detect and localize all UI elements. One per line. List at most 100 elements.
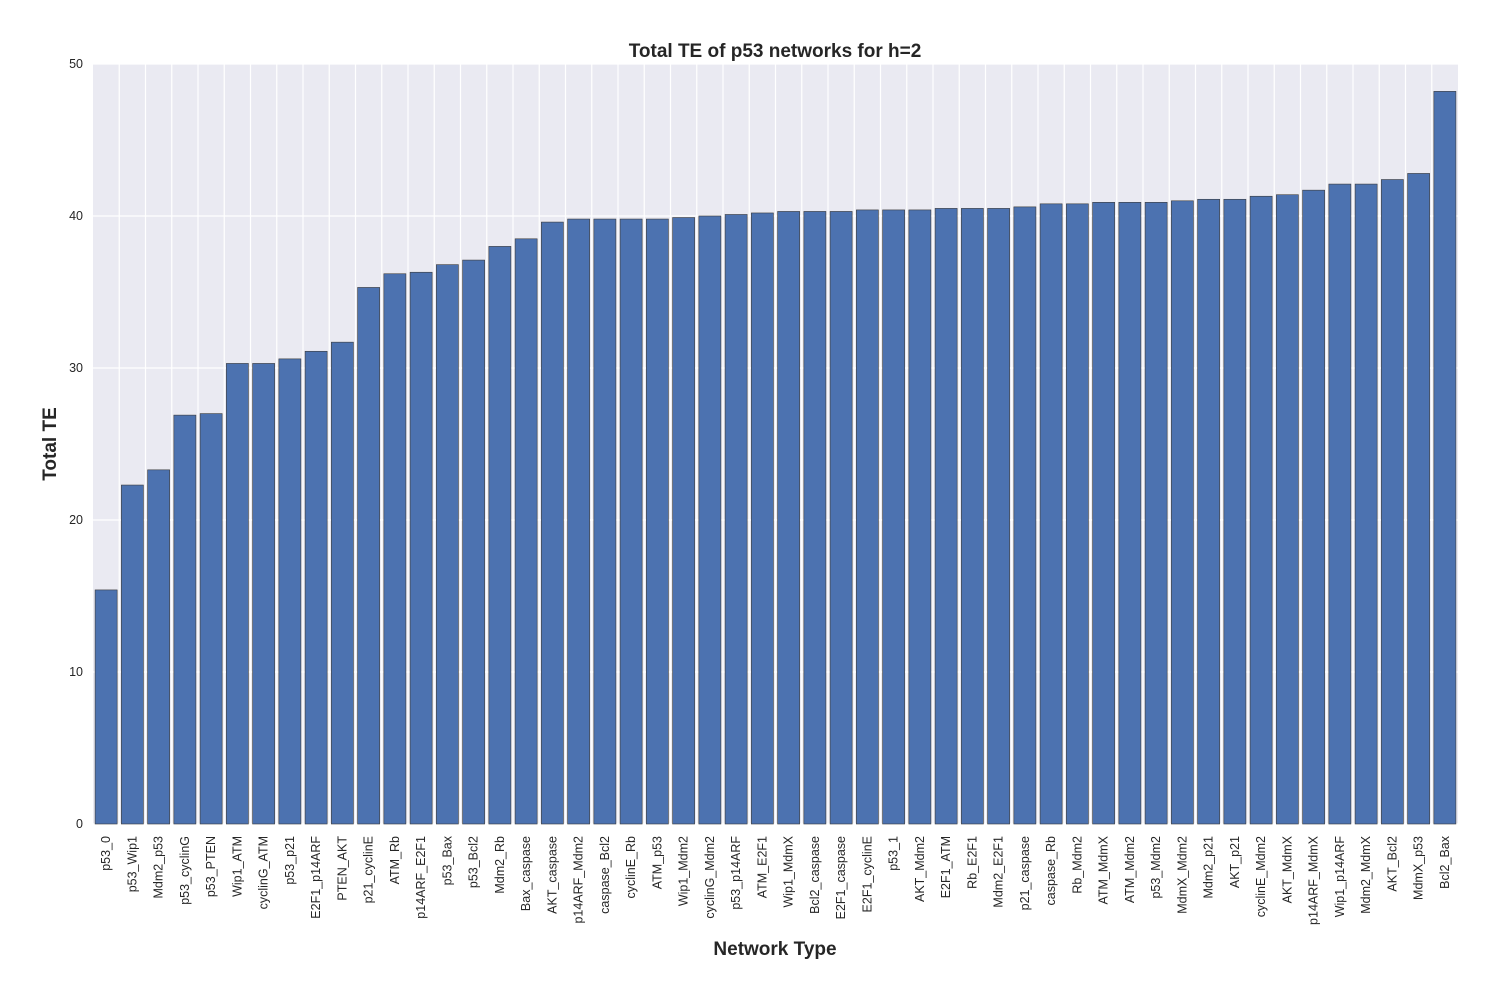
x-tick-label: p53_p14ARF [729, 836, 743, 910]
bar-cyclinG_Mdm2 [698, 215, 722, 825]
x-tick-label: ATM_E2F1 [755, 836, 769, 898]
x-tick-label: caspase_Rb [1044, 836, 1058, 906]
x-tick-label: ATM_p53 [650, 836, 664, 889]
x-tick-label: Wip1_ATM [230, 836, 244, 897]
x-tick-label: AKT_Mdm2 [913, 836, 927, 902]
bar-Mdm2_p21 [1197, 198, 1220, 825]
y-tick-label: 30 [69, 361, 83, 375]
y-tick-label: 0 [76, 817, 83, 831]
x-tick-label: E2F1_ATM [939, 836, 953, 898]
bar-Wip1_p14ARF [1328, 183, 1352, 825]
x-tick-label: MdmX_p53 [1412, 836, 1426, 900]
bar-p53_Bcl2 [462, 259, 485, 825]
bar-MdmX_p53 [1407, 173, 1430, 825]
x-tick-label: E2F1_cyclinE [860, 836, 874, 912]
x-tick-label: Mdm2_p53 [152, 836, 166, 899]
bar-MdmX_Mdm2 [1171, 200, 1194, 825]
x-tick-label: ATM_MdmX [1097, 835, 1111, 904]
x-tick-label: Mdm2_p21 [1202, 836, 1216, 899]
x-tick-label: Bax_caspase [519, 836, 533, 911]
x-tick-label: p14ARF_Mdm2 [572, 836, 586, 924]
bars [94, 91, 1457, 825]
x-tick-label: AKT_Bcl2 [1385, 836, 1399, 892]
bar-p53_Bax [436, 264, 459, 825]
x-tick-label: cyclinG_ATM [257, 836, 271, 909]
bar-cyclinG_ATM [252, 363, 275, 825]
bar-ATM_Rb [383, 273, 407, 825]
bar-Wip1_ATM [226, 363, 249, 825]
y-axis-label: Total TE [40, 407, 61, 481]
x-tick-label: Mdm2_E2F1 [992, 836, 1006, 908]
x-tick-label: Wip1_MdmX [782, 835, 796, 907]
x-tick-label: Bcl2_Bax [1438, 835, 1452, 889]
y-axis: 0 10 20 30 40 50 [69, 57, 83, 831]
x-tick-label: AKT_p21 [1228, 836, 1242, 888]
x-tick-label: p53_PTEN [204, 836, 218, 897]
x-tick-label: Wip1_Mdm2 [677, 836, 691, 906]
x-tick-label: p53_Mdm2 [1149, 836, 1163, 899]
bar-Bcl2_Bax [1433, 91, 1457, 825]
bar-p14ARF_Mdm2 [567, 218, 590, 825]
bar-p53_Mdm2 [1144, 202, 1168, 825]
x-tick-label: PTEN_AKT [335, 836, 349, 901]
x-tick-label: AKT_caspase [545, 836, 559, 914]
bar-p53_cyclinG [173, 414, 197, 825]
x-tick-label: p53_Bcl2 [467, 836, 481, 888]
y-tick-label: 40 [69, 209, 83, 223]
x-tick-label: p21_cyclinE [362, 836, 376, 903]
bar-Mdm2_Rb [488, 246, 512, 825]
bar-Mdm2_p53 [147, 469, 170, 825]
bar-ATM_Mdm2 [1118, 202, 1142, 825]
bar-E2F1_caspase [829, 211, 853, 825]
bar-Bcl2_caspase [803, 211, 827, 825]
bar-AKT_Bcl2 [1381, 179, 1404, 825]
x-tick-label: ATM_Mdm2 [1123, 836, 1137, 903]
bar-p53_1 [882, 209, 905, 825]
x-tick-label: Mdm2_MdmX [1359, 835, 1373, 913]
bar-E2F1_ATM [934, 208, 958, 825]
bar-p53_Wip1 [121, 484, 144, 825]
bar-p53_p21 [278, 358, 302, 825]
x-tick-label: p53_Bax [440, 835, 454, 885]
bar-p53_p14ARF [724, 214, 748, 825]
bar-p21_cyclinE [357, 287, 380, 825]
bar-AKT_Mdm2 [908, 209, 932, 825]
bar-PTEN_AKT [331, 341, 354, 825]
bar-cyclinE_Mdm2 [1249, 195, 1273, 825]
y-tick-label: 10 [69, 665, 83, 679]
x-tick-label: Wip1_p14ARF [1333, 836, 1347, 918]
x-tick-label: p53_Wip1 [125, 836, 139, 892]
y-tick-label: 50 [69, 57, 83, 71]
x-tick-label: caspase_Bcl2 [598, 836, 612, 914]
bar-E2F1_cyclinE [856, 209, 879, 825]
x-tick-label: Mdm2_Rb [493, 836, 507, 894]
bar-AKT_MdmX [1276, 194, 1299, 825]
y-tick-label: 20 [69, 513, 83, 527]
x-tick-label: p53_1 [887, 836, 901, 871]
x-tick-label: E2F1_p14ARF [309, 836, 323, 919]
bar-Wip1_Mdm2 [672, 217, 695, 825]
chart-title: Total TE of p53 networks for h=2 [629, 41, 922, 62]
bar-Mdm2_E2F1 [987, 208, 1010, 825]
bar-p14ARF_MdmX [1302, 189, 1325, 825]
x-tick-label: AKT_MdmX [1280, 835, 1294, 903]
x-tick-label: cyclinG_Mdm2 [703, 836, 717, 919]
bar-cyclinE_Rb [619, 218, 643, 825]
bar-Rb_Mdm2 [1066, 203, 1089, 825]
x-axis-label: Network Type [713, 939, 836, 960]
bar-Mdm2_MdmX [1354, 183, 1378, 825]
x-axis: p53_0 p53_Wip1 Mdm2_p53 p53_cyclinG p53_PTEN… [99, 835, 1452, 925]
x-tick-label: Rb_E2F1 [965, 836, 979, 889]
x-tick-label: MdmX_Mdm2 [1175, 836, 1189, 914]
bar-Rb_E2F1 [961, 208, 984, 825]
x-tick-label: p53_p21 [283, 836, 297, 885]
bar-AKT_p21 [1223, 198, 1247, 825]
x-tick-label: p14ARF_E2F1 [414, 836, 428, 919]
x-tick-label: p53_0 [99, 836, 113, 871]
bar-Wip1_MdmX [777, 211, 800, 825]
x-tick-label: cyclinE_Rb [624, 836, 638, 899]
x-tick-label: cyclinE_Mdm2 [1254, 836, 1268, 917]
x-tick-label: Rb_Mdm2 [1070, 836, 1084, 894]
